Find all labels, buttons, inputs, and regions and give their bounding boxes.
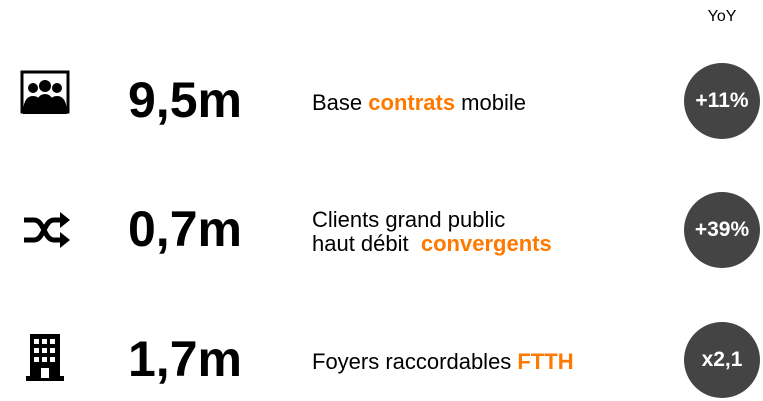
highlight-text: FTTH [517, 349, 574, 374]
text: Foyers raccordables [312, 349, 518, 374]
yoy-header: YoY [707, 8, 737, 25]
metric-value: 9,5m [128, 72, 242, 128]
text: haut débit [312, 231, 421, 256]
highlight-text: contrats [368, 90, 456, 115]
metric-value: 1,7m [128, 331, 242, 387]
people-icon [20, 70, 70, 114]
metric-description: Clients grand public haut débit convergen… [312, 208, 552, 256]
shuffle-icon [24, 212, 70, 248]
description-line: haut débit convergents [312, 232, 552, 256]
text: Clients grand public [312, 207, 506, 232]
text: mobile [455, 90, 526, 115]
description-line: Clients grand public [312, 208, 552, 232]
highlight-text: convergents [420, 231, 552, 256]
yoy-badge: +39% [684, 192, 760, 268]
description-line: Base contrats mobile [312, 91, 526, 115]
metric-description: Foyers raccordables FTTH [312, 350, 574, 374]
building-icon [26, 334, 64, 381]
yoy-badge: x2,1 [684, 322, 760, 398]
description-line: Foyers raccordables FTTH [312, 350, 574, 374]
metric-description: Base contrats mobile [312, 91, 526, 115]
yoy-badge: +11% [684, 63, 760, 139]
metric-value: 0,7m [128, 201, 242, 257]
text: Base [312, 90, 369, 115]
